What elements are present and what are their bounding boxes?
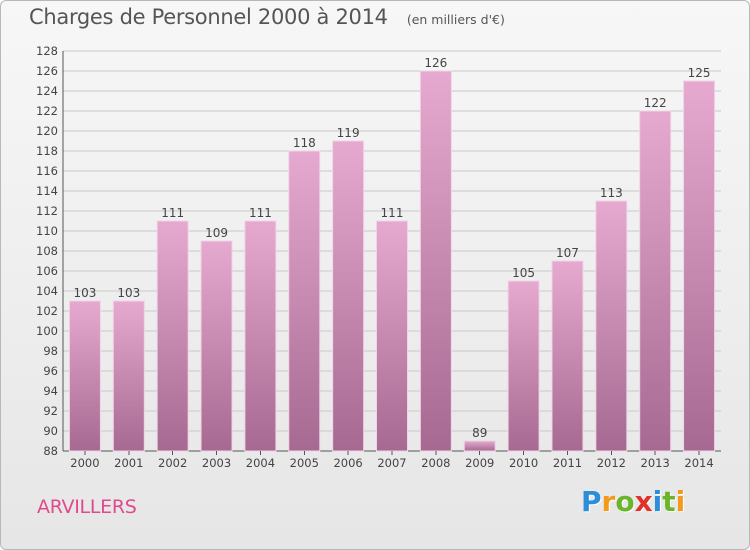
y-tick-label: 94 [43, 384, 58, 398]
data-label-2007: 111 [381, 206, 404, 220]
chart-title: Charges de Personnel 2000 à 2014 [29, 5, 388, 29]
data-label-2002: 111 [161, 206, 184, 220]
data-label-2003: 109 [205, 226, 228, 240]
x-tick-label-2002: 2002 [158, 456, 187, 470]
bar-2006 [332, 140, 365, 452]
bar-2000 [68, 300, 101, 452]
data-label-2014: 125 [688, 66, 711, 80]
logo-letter: r [601, 485, 616, 518]
location-name: ARVILLERS [37, 496, 137, 518]
y-tick-label: 124 [36, 84, 58, 98]
logo-letter: o [615, 485, 635, 518]
y-tick-label: 120 [36, 124, 58, 138]
bar-2005 [288, 150, 321, 452]
y-tick-label: 100 [36, 324, 58, 338]
y-tick-label: 126 [36, 64, 58, 78]
y-tick-label: 98 [43, 344, 58, 358]
bar-2003 [200, 240, 233, 452]
bar-2008 [419, 70, 452, 452]
x-tick-label-2007: 2007 [377, 456, 406, 470]
logo-letter: P [581, 485, 602, 518]
y-tick-label: 90 [43, 424, 58, 438]
y-tick-label: 122 [36, 104, 58, 118]
proxiti-logo: Proxiti [581, 485, 685, 518]
y-tick-label: 96 [43, 364, 58, 378]
bar-2001 [112, 300, 145, 452]
logo-letter: x [634, 485, 653, 518]
y-tick-label: 112 [36, 204, 58, 218]
data-labels: 103 103 111 109 111 118 119 111 126 89 105 107 113 12… [73, 56, 710, 440]
data-label-2006: 119 [337, 126, 360, 140]
x-tick-label-2001: 2001 [114, 456, 143, 470]
y-tick-label: 106 [36, 264, 58, 278]
x-tick-label-2000: 2000 [70, 456, 99, 470]
title-row: Charges de Personnel 2000 à 2014 (en mil… [29, 5, 505, 29]
bar-2013 [639, 110, 672, 452]
bar-2012 [595, 200, 628, 452]
data-label-2004: 111 [249, 206, 272, 220]
bar-2010 [507, 280, 540, 452]
y-tick-label: 104 [36, 284, 58, 298]
x-tick-label-2003: 2003 [202, 456, 231, 470]
data-label-2012: 113 [600, 186, 623, 200]
data-label-2005: 118 [293, 136, 316, 150]
y-tick-label: 110 [36, 224, 58, 238]
bar-2007 [376, 220, 408, 452]
y-tick-labels: 88 90 92 94 96 98 100 102 104 106 108 110 112 114 116 1… [36, 44, 58, 458]
logo-letter: i [675, 485, 686, 518]
y-tick-label: 128 [36, 44, 58, 58]
x-tick-label-2005: 2005 [290, 456, 319, 470]
logo-letter: i [652, 485, 663, 518]
bar-2004 [244, 220, 277, 452]
x-tick-label-2013: 2013 [641, 456, 670, 470]
data-label-2000: 103 [73, 286, 96, 300]
bar-2009 [463, 440, 496, 452]
y-tick-label: 118 [36, 144, 58, 158]
bar-2011 [551, 260, 584, 452]
y-tick-label: 114 [36, 184, 58, 198]
x-tick-label-2009: 2009 [465, 456, 494, 470]
y-tick-label: 88 [43, 444, 58, 458]
data-label-2009: 89 [472, 426, 487, 440]
data-label-2001: 103 [117, 286, 140, 300]
y-tick-label: 116 [36, 164, 58, 178]
data-label-2011: 107 [556, 246, 579, 260]
x-tick-labels: 2000 2001 2002 2003 2004 2005 2006 2007 2008 2009… [70, 451, 714, 470]
y-tick-label: 108 [36, 244, 58, 258]
data-label-2010: 105 [512, 266, 535, 280]
bar-2014 [683, 80, 716, 452]
chart-subtitle: (en milliers d'€) [406, 12, 505, 27]
x-tick-label-2011: 2011 [553, 456, 582, 470]
bars [68, 70, 716, 452]
x-tick-label-2004: 2004 [246, 456, 275, 470]
x-tick-label-2010: 2010 [509, 456, 538, 470]
data-label-2008: 126 [424, 56, 447, 70]
x-tick-label-2012: 2012 [597, 456, 626, 470]
y-tick-label: 92 [43, 404, 58, 418]
x-tick-label-2006: 2006 [333, 456, 362, 470]
logo-letter: t [662, 485, 676, 518]
bar-2002 [156, 220, 189, 452]
x-tick-label-2008: 2008 [421, 456, 450, 470]
data-label-2013: 122 [644, 96, 667, 110]
x-tick-label-2014: 2014 [684, 456, 713, 470]
y-tick-label: 102 [36, 304, 58, 318]
